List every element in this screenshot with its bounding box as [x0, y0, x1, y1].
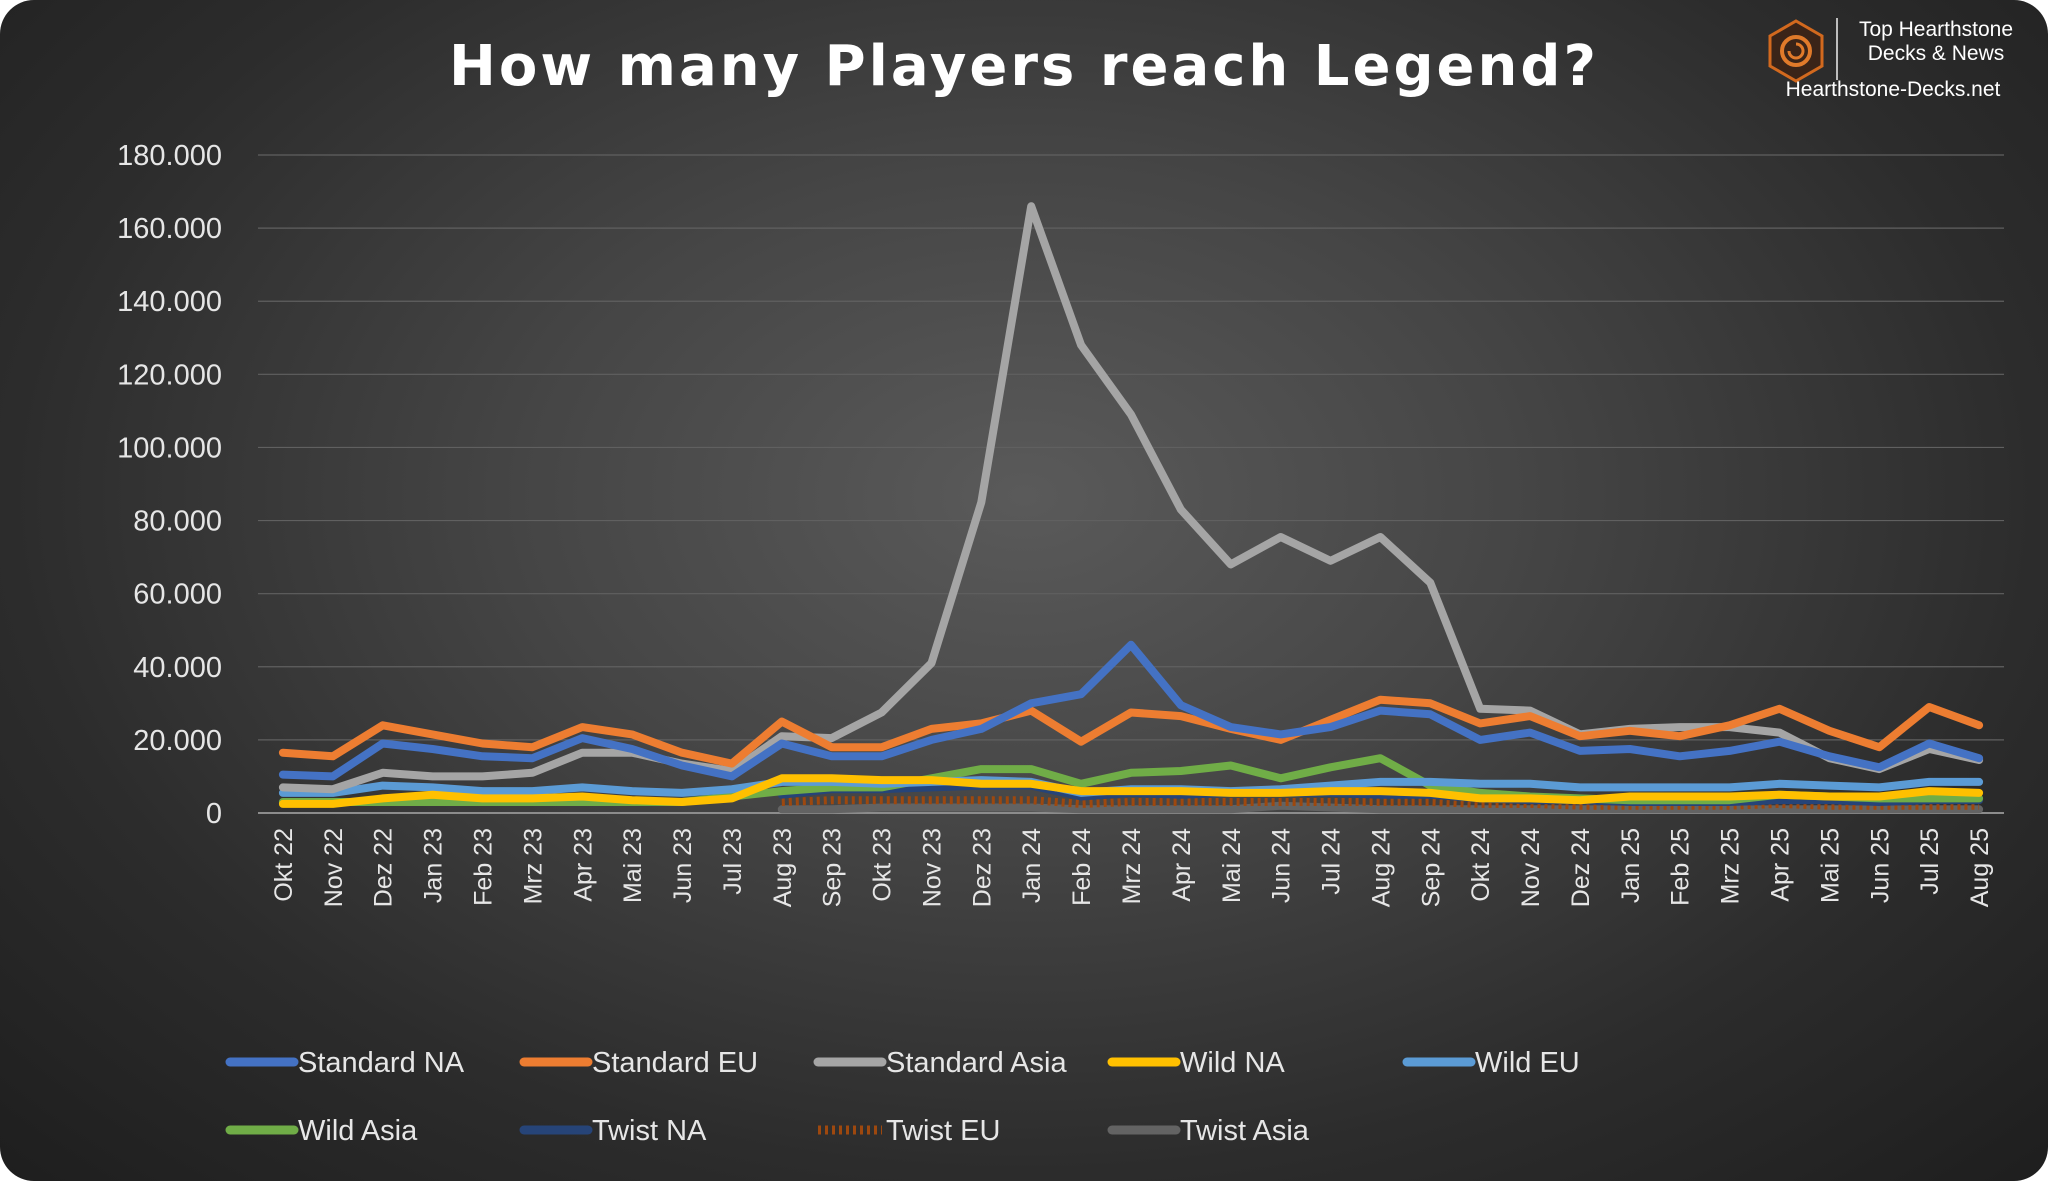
x-tick-label: Feb 25: [1667, 828, 1695, 906]
x-tick-label: Nov 24: [1517, 828, 1545, 907]
series-line-standard-eu: [278, 695, 1984, 768]
legend-label: Wild Asia: [298, 1115, 418, 1147]
x-tick-label: Dez 23: [968, 828, 996, 907]
legend-label: Wild NA: [1180, 1047, 1285, 1079]
legend-item-twist-eu[interactable]: Twist EU: [818, 1115, 1000, 1147]
x-tick-label: Feb 23: [469, 828, 497, 906]
x-tick-label: Nov 22: [320, 828, 348, 907]
y-tick-label: 180.000: [117, 140, 222, 172]
brand-divider: [1836, 18, 1838, 80]
x-tick-label: Okt 23: [869, 828, 897, 902]
legend-item-twist-asia[interactable]: Twist Asia: [1107, 1115, 1310, 1147]
x-tick-label: Aug 25: [1966, 828, 1994, 907]
x-tick-label: Mai 25: [1816, 828, 1844, 903]
x-tick-label: Okt 24: [1467, 828, 1495, 902]
series-line-standard-asia: [278, 202, 1984, 794]
y-tick-label: 60.000: [133, 579, 222, 611]
x-tick-label: Jun 25: [1866, 828, 1894, 903]
y-axis-ticks: 0 20.000 40.000 60.000 80.000 100.000 120.000 1…: [117, 140, 222, 830]
legend-item-wild-asia[interactable]: Wild Asia: [225, 1115, 418, 1147]
x-tick-label: Mai 24: [1218, 828, 1246, 903]
legend-item-standard-eu[interactable]: Standard EU: [519, 1047, 758, 1079]
brand-tagline-2: Decks & News: [1867, 42, 2005, 65]
x-tick-label: Jan 25: [1617, 828, 1645, 903]
legend-label: Standard Asia: [886, 1047, 1067, 1079]
legend: Standard NA Standard EU Standard Asia Wild …: [225, 1047, 1580, 1147]
x-tick-label: Dez 24: [1567, 828, 1595, 907]
x-axis-ticks: Okt 22 Nov 22 Dez 22 Jan 23 Feb 23 Mrz 23 Apr …: [270, 828, 1994, 907]
x-tick-label: Aug 24: [1367, 828, 1395, 907]
legend-label: Twist NA: [592, 1115, 707, 1147]
legend-item-wild-eu[interactable]: Wild EU: [1402, 1047, 1580, 1079]
legend-label: Standard NA: [298, 1047, 465, 1079]
brand-url[interactable]: Hearthstone-Decks.net: [1785, 78, 2001, 101]
x-tick-label: Jun 24: [1268, 828, 1296, 903]
y-tick-label: 80.000: [133, 506, 222, 538]
series-line-wild-na: [278, 774, 1984, 808]
x-tick-label: Sep 24: [1417, 828, 1445, 907]
legend-label: Twist EU: [886, 1115, 1000, 1147]
legend-label: Twist Asia: [1180, 1115, 1310, 1147]
y-tick-label: 0: [206, 798, 222, 830]
legend-label: Wild EU: [1475, 1047, 1580, 1079]
legend-label: Standard EU: [592, 1047, 758, 1079]
x-tick-label: Nov 23: [918, 828, 946, 907]
brand-tagline-1: Top Hearthstone: [1858, 18, 2014, 41]
series-line-standard-na: [278, 640, 1984, 781]
y-tick-label: 140.000: [117, 286, 222, 318]
x-tick-label: Apr 23: [569, 828, 597, 902]
y-tick-label: 100.000: [117, 432, 222, 464]
x-tick-label: Feb 24: [1068, 828, 1096, 906]
series-lines: [278, 202, 1984, 814]
legend-item-standard-na[interactable]: Standard NA: [225, 1047, 465, 1079]
legend-item-wild-na[interactable]: Wild NA: [1107, 1047, 1285, 1079]
x-tick-label: Jul 24: [1318, 828, 1346, 895]
y-tick-label: 120.000: [117, 359, 222, 391]
x-tick-label: Mrz 24: [1118, 828, 1146, 905]
x-tick-label: Mai 23: [619, 828, 647, 903]
x-tick-label: Sep 23: [819, 828, 847, 907]
x-tick-label: Jan 23: [420, 828, 448, 903]
x-tick-label: Jul 25: [1916, 828, 1944, 895]
x-tick-label: Dez 22: [370, 828, 398, 907]
x-tick-label: Jun 23: [669, 828, 697, 903]
y-tick-label: 20.000: [133, 725, 222, 757]
chart-title: How many Players reach Legend?: [449, 34, 1599, 99]
series-line-twist-asia: [777, 801, 1984, 814]
brand-block[interactable]: Top Hearthstone Decks & News Hearthstone…: [1766, 12, 2026, 110]
hearthstone-logo-icon: [1768, 19, 1824, 83]
y-tick-label: 160.000: [117, 213, 222, 245]
x-tick-label: Mrz 23: [519, 828, 547, 904]
x-tick-label: Apr 24: [1168, 828, 1196, 902]
x-tick-label: Aug 23: [769, 828, 797, 907]
legend-item-standard-asia[interactable]: Standard Asia: [813, 1047, 1067, 1079]
y-tick-label: 40.000: [133, 652, 222, 684]
x-tick-label: Jul 23: [719, 828, 747, 895]
x-tick-label: Mrz 25: [1717, 828, 1745, 904]
x-tick-label: Okt 22: [270, 828, 298, 902]
x-tick-label: Jan 24: [1018, 828, 1046, 903]
x-tick-label: Apr 25: [1767, 828, 1795, 902]
legend-item-twist-na[interactable]: Twist NA: [519, 1115, 707, 1147]
